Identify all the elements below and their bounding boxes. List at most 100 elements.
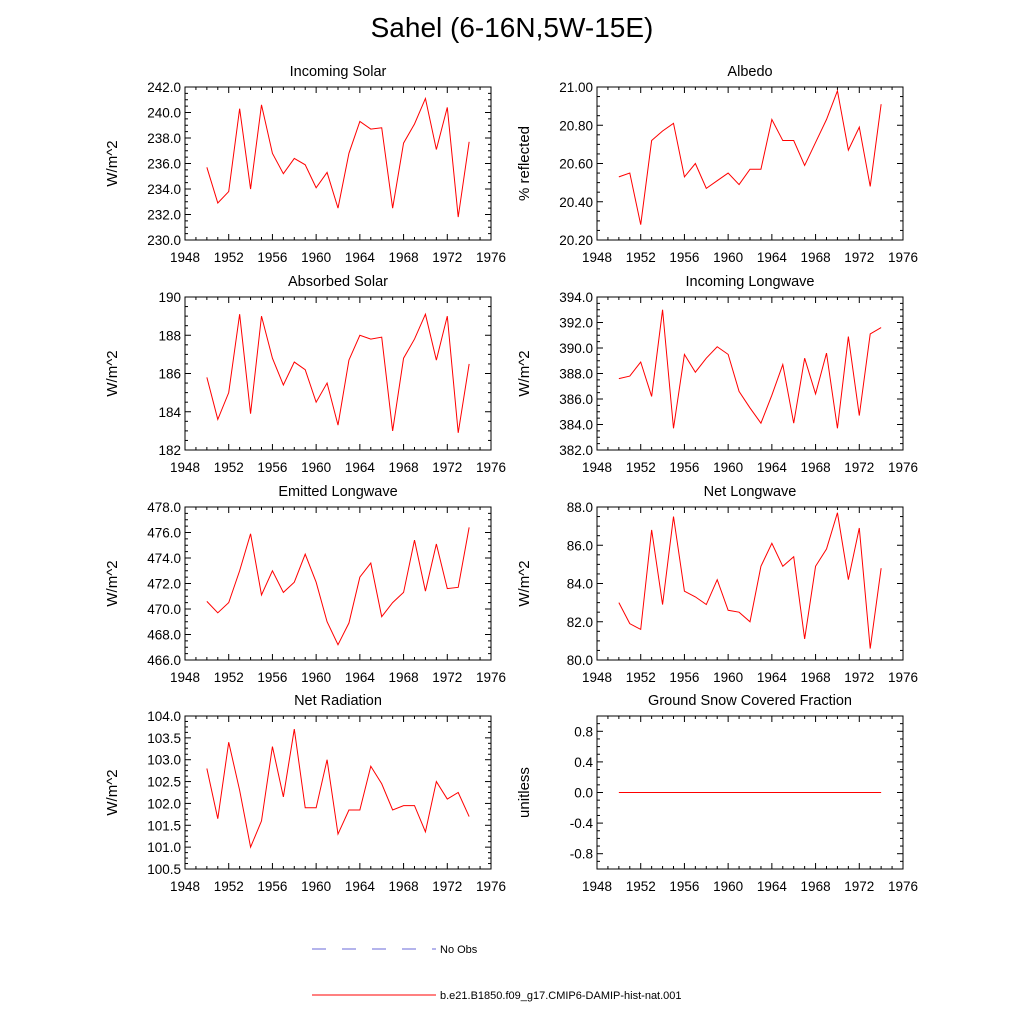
y-tick-label: 470.0 [147,602,181,617]
y-tick-label: 394.0 [559,290,593,305]
x-tick-label: 1968 [389,670,419,685]
x-tick-label: 1948 [582,250,612,265]
y-tick-label: -0.8 [570,847,593,862]
y-tick-label: 478.0 [147,500,181,515]
panel-title: Incoming Longwave [686,274,815,290]
y-tick-label: 86.0 [567,538,593,553]
y-tick-label: 388.0 [559,367,593,382]
y-tick-label: 184 [158,405,181,420]
y-tick-label: 102.5 [147,775,181,790]
x-tick-label: 1964 [757,460,788,475]
x-tick-label: 1960 [301,250,331,265]
chart-panel-4: 1948 1952 1956 1960 1964 1968 1972 1976 382.0 384… [516,274,918,475]
x-tick-label: 1948 [582,460,612,475]
x-tick-label: 1976 [888,879,918,894]
x-tick-label: 1964 [757,670,788,685]
x-tick-label: 1976 [888,250,918,265]
x-tick-label: 1948 [582,879,612,894]
y-tick-label: 392.0 [559,316,593,331]
x-tick-label: 1956 [257,460,287,475]
chart-panel-2: 1948 1952 1956 1960 1964 1968 1972 1976 20.20 20.… [516,64,918,265]
y-tick-label: 472.0 [147,577,181,592]
x-tick-label: 1952 [214,460,244,475]
x-tick-label: 1956 [669,670,699,685]
y-axis-label: W/m^2 [516,560,533,606]
series-line-1 [618,512,882,649]
y-tick-label: 468.0 [147,628,181,643]
y-tick-label: 474.0 [147,551,181,566]
x-tick-label: 1952 [626,250,656,265]
y-tick-label: 190 [158,290,181,305]
x-tick-label: 1952 [626,879,656,894]
panels-group: 1948 1952 1956 1960 1964 1968 1972 1976 230.0 232… [104,64,918,894]
x-tick-label: 1968 [801,460,831,475]
x-tick-label: 1956 [257,879,287,894]
x-tick-label: 1960 [713,250,743,265]
x-tick-label: 1948 [170,250,200,265]
x-tick-label: 1972 [844,250,874,265]
x-tick-label: 1972 [844,879,874,894]
y-axis-label: unitless [516,767,533,818]
y-tick-label: 236.0 [147,157,181,172]
series-line-1 [618,309,882,429]
y-tick-label: 20.80 [559,118,593,133]
y-tick-label: 238.0 [147,131,181,146]
series-line-1 [206,527,470,646]
y-tick-label: 382.0 [559,443,593,458]
plot-frame [184,715,492,870]
y-tick-label: 384.0 [559,418,593,433]
chart-panel-3: 1948 1952 1956 1960 1964 1968 1972 1976 182 184 18… [104,274,506,475]
chart-panel-7: 1948 1952 1956 1960 1964 1968 1972 1976 100.5 101… [104,693,506,894]
y-tick-label: -0.4 [570,816,594,831]
x-tick-label: 1968 [801,879,831,894]
chart-panel-6: 1948 1952 1956 1960 1964 1968 1972 1976 80.0 82.0… [516,484,918,685]
y-tick-label: 103.0 [147,753,181,768]
y-tick-label: 240.0 [147,106,181,121]
y-tick-label: 390.0 [559,341,593,356]
chart-panel-8: 1948 1952 1956 1960 1964 1968 1972 1976 -0.8 -0.4… [516,693,918,894]
series-line-1 [206,96,470,218]
x-tick-label: 1952 [214,250,244,265]
x-tick-label: 1952 [214,670,244,685]
y-tick-label: 20.60 [559,157,593,172]
y-tick-label: 466.0 [147,653,181,668]
x-tick-label: 1972 [844,460,874,475]
y-tick-label: 101.0 [147,840,181,855]
y-axis-label: % reflected [516,126,533,201]
x-tick-label: 1976 [476,879,506,894]
plot-frame [596,296,904,451]
y-tick-label: 230.0 [147,233,181,248]
plot-frame [596,86,904,241]
legend-obs-label: No Obs [440,944,478,956]
y-tick-label: 186 [158,367,181,382]
x-tick-label: 1952 [626,460,656,475]
x-tick-label: 1972 [432,879,462,894]
x-tick-label: 1964 [345,460,376,475]
x-tick-label: 1956 [669,250,699,265]
panel-title: Absorbed Solar [288,274,388,290]
y-tick-label: 20.20 [559,233,593,248]
x-tick-label: 1976 [476,460,506,475]
plot-frame [184,506,492,661]
y-axis-label: W/m^2 [516,350,533,396]
x-tick-label: 1968 [801,670,831,685]
x-tick-label: 1948 [170,460,200,475]
x-tick-label: 1972 [844,670,874,685]
x-tick-label: 1956 [669,879,699,894]
x-tick-label: 1956 [257,670,287,685]
x-tick-label: 1952 [626,670,656,685]
y-tick-label: 103.5 [147,731,181,746]
panel-title: Ground Snow Covered Fraction [648,693,852,709]
x-tick-label: 1972 [432,460,462,475]
x-tick-label: 1976 [888,670,918,685]
x-tick-label: 1960 [301,670,331,685]
y-tick-label: 88.0 [567,500,593,515]
y-tick-label: 386.0 [559,392,593,407]
series-line-1 [206,312,470,433]
y-tick-label: 476.0 [147,526,181,541]
x-tick-label: 1960 [301,879,331,894]
y-tick-label: 182 [158,443,181,458]
y-axis-label: W/m^2 [104,560,121,606]
legend: No Obs b.e21.B1850.f09_g17.CMIP6-DAMIP-h… [312,944,682,1002]
